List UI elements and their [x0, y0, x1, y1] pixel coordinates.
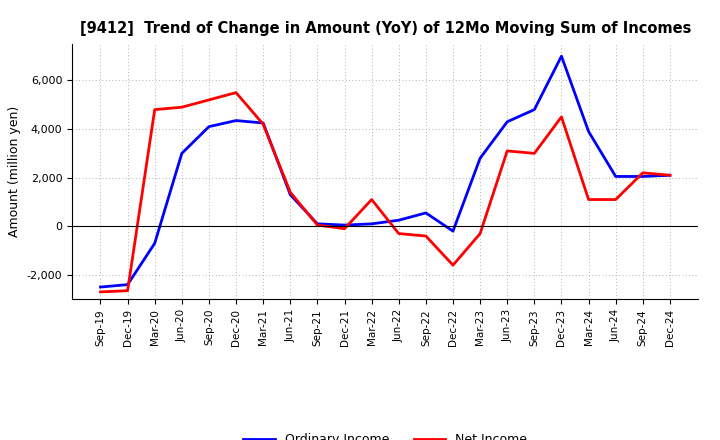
- Net Income: [557, 114, 566, 120]
- Net Income: [503, 148, 511, 154]
- Net Income: [367, 197, 376, 202]
- Line: Net Income: Net Income: [101, 92, 670, 292]
- Legend: Ordinary Income, Net Income: Ordinary Income, Net Income: [238, 428, 532, 440]
- Ordinary Income: [259, 121, 268, 126]
- Ordinary Income: [665, 172, 674, 178]
- Net Income: [341, 226, 349, 231]
- Ordinary Income: [584, 129, 593, 134]
- Ordinary Income: [611, 174, 620, 179]
- Net Income: [665, 172, 674, 178]
- Ordinary Income: [449, 228, 457, 234]
- Net Income: [232, 90, 240, 95]
- Net Income: [286, 190, 294, 195]
- Net Income: [421, 233, 430, 238]
- Ordinary Income: [204, 124, 213, 129]
- Ordinary Income: [476, 156, 485, 161]
- Net Income: [639, 170, 647, 176]
- Title: [9412]  Trend of Change in Amount (YoY) of 12Mo Moving Sum of Incomes: [9412] Trend of Change in Amount (YoY) o…: [79, 21, 691, 36]
- Net Income: [611, 197, 620, 202]
- Net Income: [530, 151, 539, 156]
- Ordinary Income: [313, 221, 322, 227]
- Net Income: [123, 288, 132, 293]
- Net Income: [259, 121, 268, 127]
- Net Income: [395, 231, 403, 236]
- Ordinary Income: [341, 223, 349, 228]
- Ordinary Income: [367, 221, 376, 227]
- Net Income: [178, 105, 186, 110]
- Ordinary Income: [150, 241, 159, 246]
- Line: Ordinary Income: Ordinary Income: [101, 56, 670, 287]
- Ordinary Income: [530, 107, 539, 112]
- Ordinary Income: [123, 282, 132, 287]
- Net Income: [150, 107, 159, 112]
- Ordinary Income: [96, 284, 105, 290]
- Ordinary Income: [178, 151, 186, 156]
- Ordinary Income: [286, 192, 294, 197]
- Net Income: [449, 263, 457, 268]
- Net Income: [584, 197, 593, 202]
- Y-axis label: Amount (million yen): Amount (million yen): [8, 106, 21, 237]
- Ordinary Income: [639, 174, 647, 179]
- Net Income: [476, 231, 485, 236]
- Ordinary Income: [503, 119, 511, 125]
- Net Income: [313, 223, 322, 228]
- Net Income: [204, 97, 213, 103]
- Ordinary Income: [421, 210, 430, 216]
- Ordinary Income: [395, 217, 403, 223]
- Ordinary Income: [557, 54, 566, 59]
- Net Income: [96, 289, 105, 294]
- Ordinary Income: [232, 118, 240, 123]
